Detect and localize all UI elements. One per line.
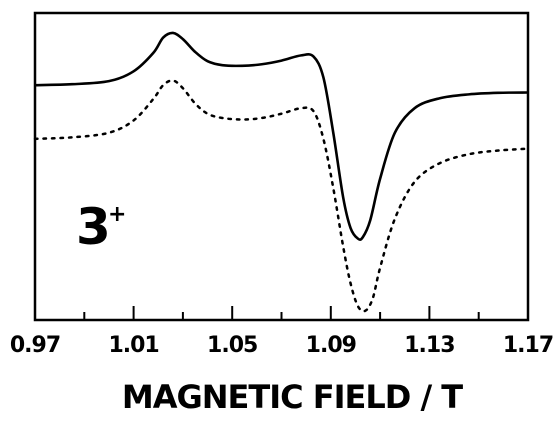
x-tick-label: 1.01 (108, 333, 158, 358)
x-axis-tick-labels: 0.97 1.01 1.05 1.09 1.13 1.17 (10, 333, 554, 358)
x-tick-label: 1.05 (207, 333, 257, 358)
compound-label: 3 (76, 198, 111, 256)
x-axis-title: MAGNETIC FIELD / T (122, 378, 463, 416)
dotted-spectrum-line (33, 79, 530, 313)
x-tick-label: 0.97 (10, 333, 60, 358)
solid-spectrum-line (34, 31, 529, 241)
compound-charge-superscript: + (108, 202, 126, 227)
spectrum-curves (33, 31, 530, 313)
plot-frame (33, 11, 530, 322)
x-axis-ticks (34, 306, 529, 320)
x-tick-label: 1.17 (503, 333, 553, 358)
x-tick-label: 1.09 (306, 333, 356, 358)
x-tick-label: 1.13 (404, 333, 454, 358)
